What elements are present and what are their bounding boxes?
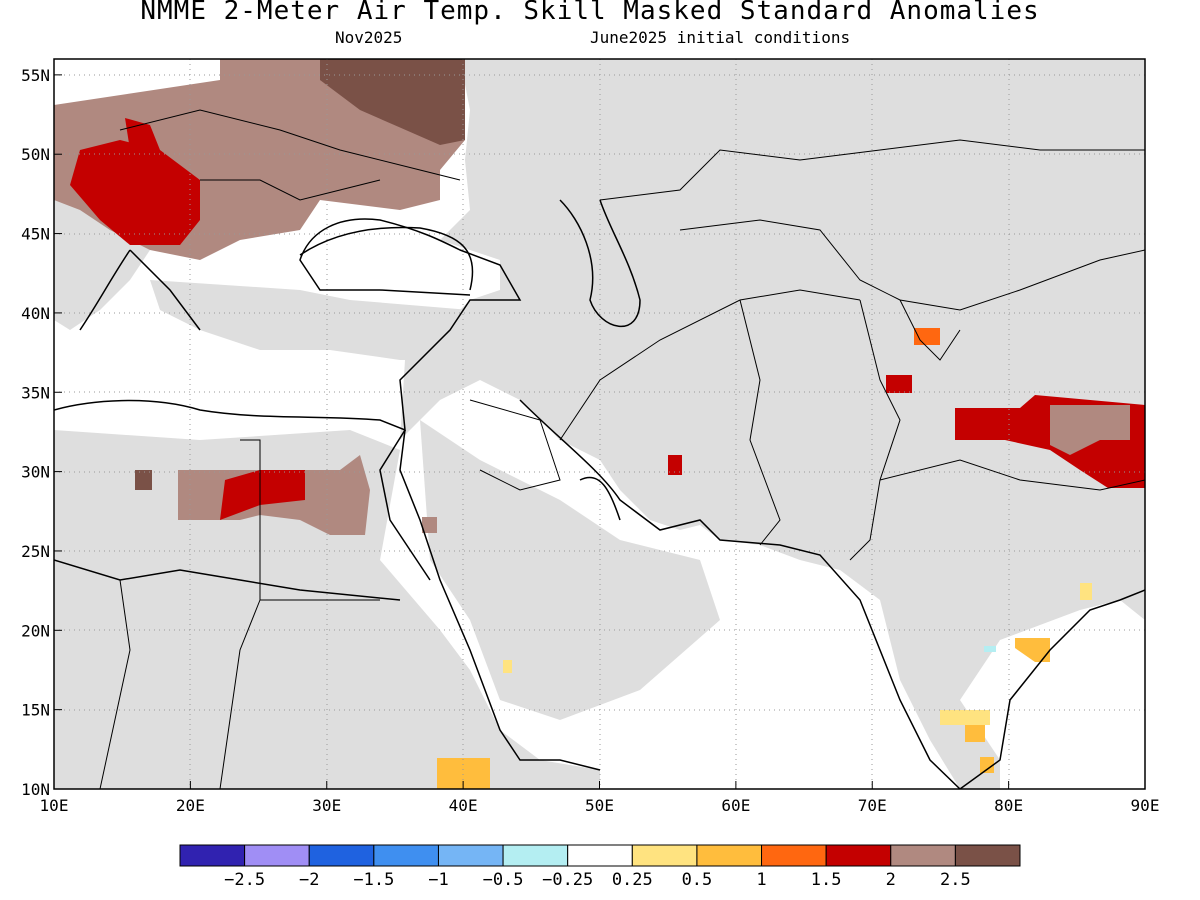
x-tick-label: 70E bbox=[858, 796, 887, 815]
x-tick-label: 80E bbox=[994, 796, 1023, 815]
colorbar-label: −0.5 bbox=[482, 870, 524, 890]
x-tick-label: 40E bbox=[449, 796, 478, 815]
y-tick-label: 30N bbox=[21, 463, 50, 482]
colorbar-label: 2.5 bbox=[940, 870, 971, 890]
x-tick-label: 60E bbox=[721, 796, 750, 815]
colorbar-swatch bbox=[954, 844, 1021, 867]
subtitle-initial-conditions: June2025 initial conditions bbox=[590, 28, 851, 47]
map-title: NMME 2-Meter Air Temp. Skill Masked Stan… bbox=[140, 0, 1040, 26]
y-tick-label: 10N bbox=[21, 780, 50, 799]
y-tick-label: 15N bbox=[21, 701, 50, 720]
y-tick-label: 55N bbox=[21, 66, 50, 85]
colorbar-label: −1.5 bbox=[353, 870, 395, 890]
colorbar-label: −2 bbox=[298, 870, 320, 890]
x-tick-label: 90E bbox=[1131, 796, 1160, 815]
colorbar-swatch bbox=[890, 844, 956, 867]
y-axis: 55N 50N 45N 40N 35N 30N 25N 20N 15N 10N bbox=[21, 66, 62, 799]
y-tick-label: 45N bbox=[21, 225, 50, 244]
colorbar-swatch bbox=[373, 844, 439, 867]
colorbar-label: −0.25 bbox=[542, 870, 594, 890]
colorbar-swatch bbox=[761, 844, 827, 867]
colorbar bbox=[179, 844, 1021, 867]
y-tick-label: 50N bbox=[21, 145, 50, 164]
y-tick-label: 20N bbox=[21, 621, 50, 640]
colorbar-label: 2 bbox=[885, 870, 896, 890]
colorbar-label: 1 bbox=[756, 870, 767, 890]
y-tick-label: 35N bbox=[21, 383, 50, 402]
colorbar-label: −2.5 bbox=[224, 870, 266, 890]
x-tick-label: 30E bbox=[312, 796, 341, 815]
x-tick-label: 10E bbox=[40, 796, 69, 815]
colorbar-swatch bbox=[179, 844, 246, 867]
x-axis: 10E 20E 30E 40E 50E 60E 70E 80E 90E bbox=[40, 781, 1160, 815]
colorbar-swatch bbox=[567, 844, 633, 867]
y-tick-label: 25N bbox=[21, 542, 50, 561]
colorbar-label: 0.5 bbox=[681, 870, 713, 890]
colorbar-swatch bbox=[825, 844, 892, 867]
country-borders bbox=[99, 109, 1145, 789]
colorbar-label: −1 bbox=[428, 870, 449, 890]
subtitle-month: Nov2025 bbox=[335, 28, 403, 47]
x-tick-label: 50E bbox=[585, 796, 614, 815]
colorbar-label: 0.25 bbox=[611, 870, 653, 890]
colorbar-swatch bbox=[244, 844, 310, 867]
colorbar-swatch bbox=[437, 844, 504, 867]
anomaly-shading bbox=[54, 59, 1145, 789]
colorbar-label: 1.5 bbox=[810, 870, 842, 890]
x-tick-label: 20E bbox=[176, 796, 205, 815]
y-tick-label: 40N bbox=[21, 304, 50, 323]
colorbar-swatch bbox=[696, 844, 763, 867]
colorbar-swatch bbox=[502, 844, 569, 867]
colorbar-swatch bbox=[631, 844, 698, 867]
graticule bbox=[54, 59, 1145, 789]
colorbar-swatch bbox=[308, 844, 375, 867]
coastlines bbox=[54, 199, 1145, 789]
